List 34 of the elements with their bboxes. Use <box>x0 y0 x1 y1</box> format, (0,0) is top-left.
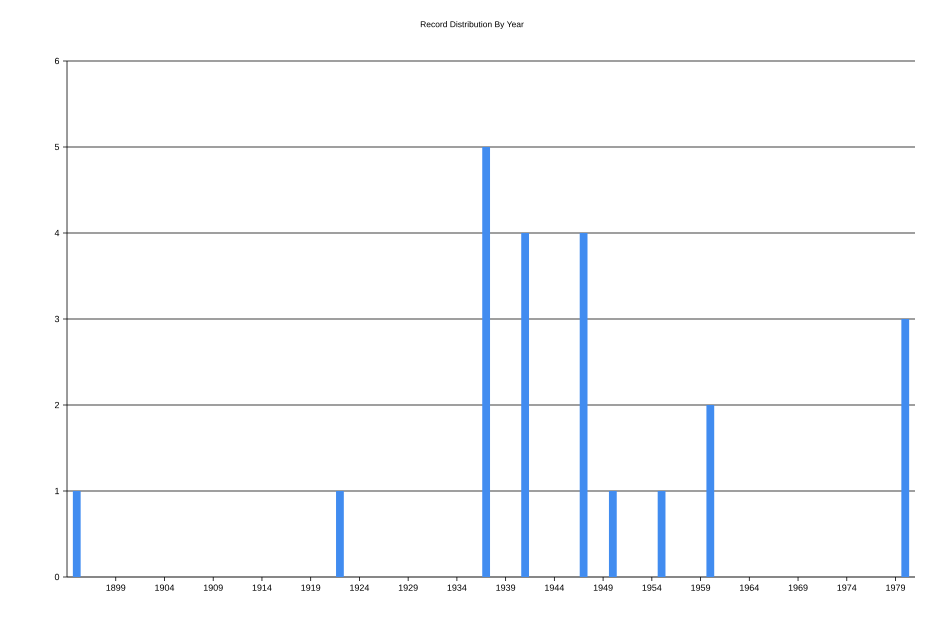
x-tick-label: 1924 <box>350 584 370 591</box>
x-tick-label: 1954 <box>642 584 662 591</box>
bar <box>706 404 714 577</box>
x-tick-label: 1919 <box>301 584 320 591</box>
bar <box>482 146 490 577</box>
x-tick-label: 1969 <box>788 584 808 591</box>
y-tick-label: 0 <box>54 574 60 580</box>
x-tick-label: 1934 <box>448 584 467 591</box>
bar <box>521 232 530 577</box>
y-tick-label: 2 <box>54 402 60 408</box>
x-tick-label: 1914 <box>252 584 272 591</box>
bar <box>901 318 910 577</box>
x-tick-label: 1939 <box>496 584 516 591</box>
y-tick-label: 3 <box>54 316 60 322</box>
x-tick-label: 1949 <box>594 584 613 591</box>
bar <box>336 490 344 577</box>
x-tick-label: 1979 <box>886 584 906 591</box>
bar <box>72 490 81 577</box>
chart-title: Record Distribution By Year <box>420 21 524 29</box>
x-tick-label: 1974 <box>837 584 856 591</box>
x-tick-label: 1929 <box>398 584 418 591</box>
x-tick-label: 1904 <box>155 584 174 591</box>
x-tick-label: 1899 <box>106 584 126 591</box>
y-tick-label: 5 <box>54 144 60 150</box>
y-tick-label: 4 <box>54 230 60 236</box>
x-tick-label: 1964 <box>740 584 760 591</box>
y-tick-label: 1 <box>55 488 60 494</box>
bar <box>658 490 666 577</box>
x-tick-label: 1959 <box>691 584 710 591</box>
bar <box>608 490 617 577</box>
y-tick-label: 6 <box>54 58 60 64</box>
x-tick-label: 1909 <box>204 584 223 591</box>
bar <box>580 232 588 577</box>
x-tick-label: 1944 <box>545 584 564 591</box>
